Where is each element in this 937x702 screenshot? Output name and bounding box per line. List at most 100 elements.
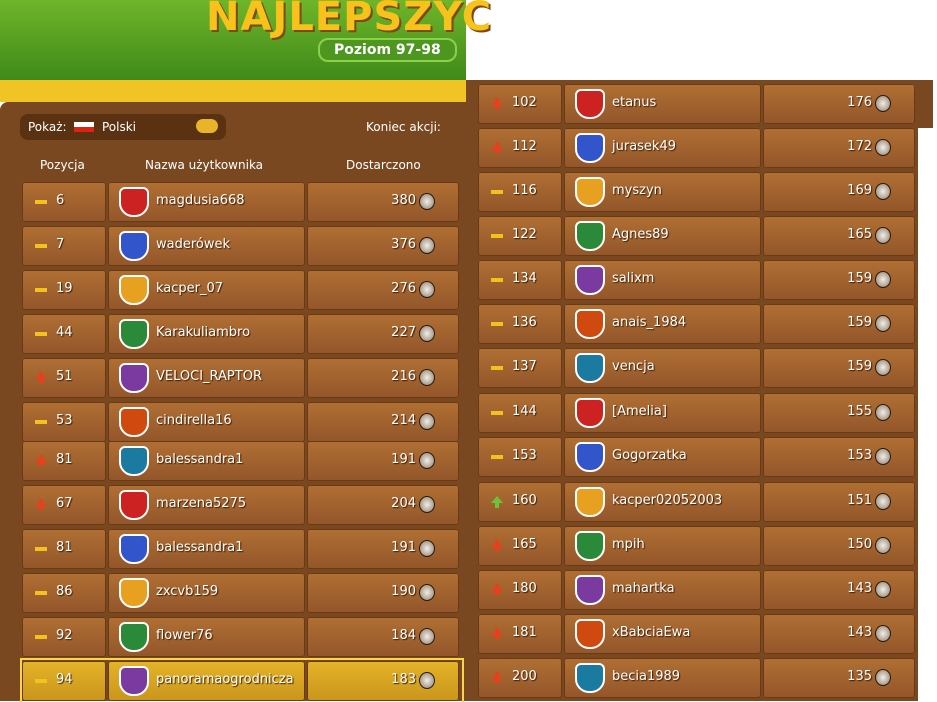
delivered-cell	[763, 304, 915, 344]
position: 44	[56, 325, 73, 340]
avatar	[575, 663, 605, 693]
delivered-cell	[763, 570, 915, 610]
delivered-cell	[763, 437, 915, 477]
delivered: 191	[391, 452, 416, 467]
avatar	[575, 353, 605, 383]
coin-icon	[875, 581, 891, 598]
delivered: 159	[847, 315, 872, 330]
trend-icon	[490, 450, 504, 464]
end-label: Koniec akcji:	[366, 120, 441, 134]
position: 144	[512, 404, 537, 419]
username: etanus	[612, 95, 657, 110]
trend-icon	[34, 239, 48, 253]
col-position: Pozycja	[40, 158, 85, 172]
dropdown-arrow[interactable]	[196, 119, 218, 133]
position: 116	[512, 183, 537, 198]
delivered-cell	[763, 84, 915, 124]
coin-icon	[875, 537, 891, 554]
leaderboard-row: 116 myszyn 169	[478, 171, 918, 213]
coin-icon	[419, 281, 435, 298]
trend-icon	[34, 454, 48, 468]
avatar	[119, 534, 149, 564]
leaderboard-row: 165 mpih 150	[478, 525, 918, 567]
leaderboard-row: 181 xBabciaEwa 143	[478, 613, 918, 655]
filter-label: Pokaż:	[28, 120, 67, 134]
avatar	[575, 442, 605, 472]
avatar	[119, 231, 149, 261]
username: Gogorzatka	[612, 448, 687, 463]
username: [Amelia]	[612, 404, 667, 419]
delivered: 150	[847, 537, 872, 552]
avatar	[575, 487, 605, 517]
delivered-cell	[763, 260, 915, 300]
username: becia1989	[612, 669, 681, 684]
leaderboard-row: 200 becia1989 135	[478, 657, 918, 699]
leaderboard-row: 137 vencja 159	[478, 347, 918, 389]
leaderboard-row: 53 cindirella16 214	[22, 401, 462, 443]
position: 200	[512, 669, 537, 684]
coin-icon	[875, 139, 891, 156]
username: cindirella16	[156, 413, 232, 428]
avatar	[575, 177, 605, 207]
position: 53	[56, 413, 73, 428]
username: kacper_07	[156, 281, 224, 296]
position: 165	[512, 537, 537, 552]
avatar	[575, 309, 605, 339]
trend-icon	[34, 586, 48, 600]
header-bar: NAJLEPSZYC Poziom 97-98	[0, 0, 491, 80]
username: kacper02052003	[612, 493, 723, 508]
leaderboard-row: 112 jurasek49 172	[478, 127, 918, 169]
username: marzena5275	[156, 496, 247, 511]
position: 94	[56, 672, 73, 687]
delivered: 165	[847, 227, 872, 242]
position: 160	[512, 493, 537, 508]
trend-icon	[34, 327, 48, 341]
position: 136	[512, 315, 537, 330]
trend-icon	[34, 674, 48, 688]
delivered-cell	[307, 182, 459, 222]
leaderboard-row: 102 etanus 176	[478, 83, 918, 125]
username: flower76	[156, 628, 213, 643]
position: 180	[512, 581, 537, 596]
trend-icon	[34, 630, 48, 644]
trend-icon	[490, 583, 504, 597]
username: mahartka	[612, 581, 675, 596]
avatar	[119, 275, 149, 305]
delivered: 214	[391, 413, 416, 428]
avatar	[119, 622, 149, 652]
delivered: 190	[391, 584, 416, 599]
username: VELOCI_RAPTOR	[156, 369, 262, 384]
leaderboard-row: 19 kacper_07 276	[22, 269, 462, 311]
username: xBabciaEwa	[612, 625, 691, 640]
delivered-cell	[307, 441, 459, 481]
delivered-cell	[763, 172, 915, 212]
position: 67	[56, 496, 73, 511]
position: 112	[512, 139, 537, 154]
avatar	[575, 221, 605, 251]
delivered-cell	[307, 661, 459, 701]
position: 134	[512, 271, 537, 286]
coin-icon	[419, 452, 435, 469]
coin-icon	[419, 193, 435, 210]
username: panoramaogrodnicza	[156, 672, 294, 687]
leaderboard-row: 44 Karakuliambro 227	[22, 313, 462, 355]
avatar	[119, 666, 149, 696]
country-filter[interactable]: Pokaż: Polski	[20, 114, 226, 140]
yellow-strip	[0, 80, 466, 102]
delivered-cell	[763, 216, 915, 256]
delivered: 183	[391, 672, 416, 687]
avatar	[575, 575, 605, 605]
avatar	[575, 398, 605, 428]
trend-icon	[34, 195, 48, 209]
leaderboard-row: 134 salixm 159	[478, 259, 918, 301]
coin-icon	[875, 404, 891, 421]
username: salixm	[612, 271, 655, 286]
trend-icon	[490, 406, 504, 420]
coin-icon	[875, 183, 891, 200]
delivered-cell	[307, 314, 459, 354]
coin-icon	[875, 625, 891, 642]
leaderboard-row: 67 marzena5275 204	[22, 484, 462, 526]
filter-country: Polski	[102, 120, 137, 134]
delivered-cell	[763, 526, 915, 566]
trend-icon	[490, 273, 504, 287]
